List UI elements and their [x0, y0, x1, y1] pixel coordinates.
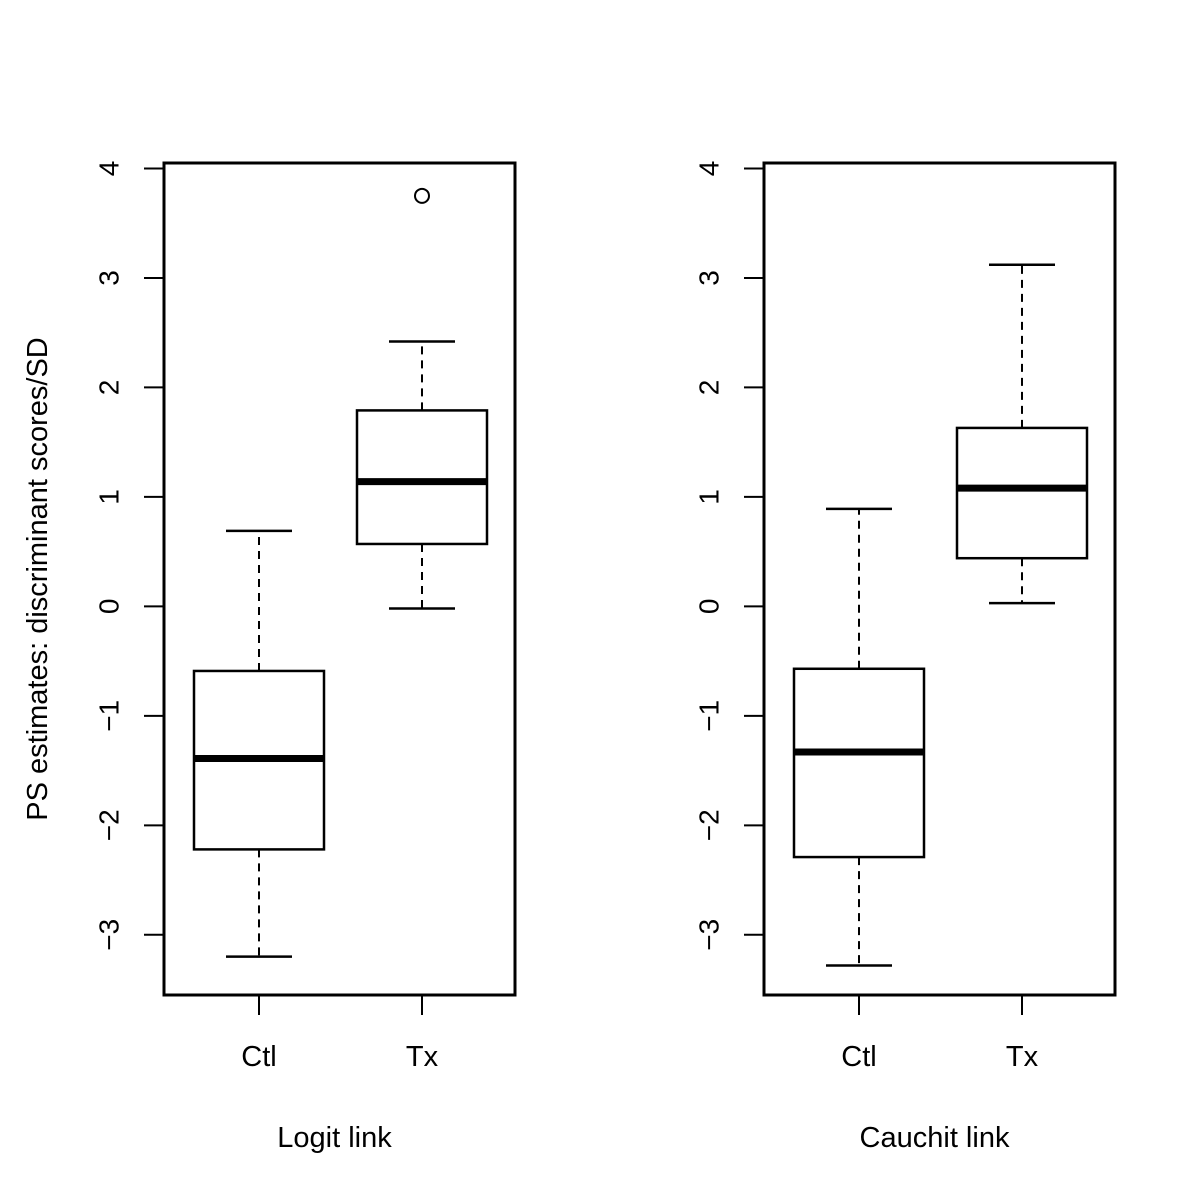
y-axis-title: PS estimates: discriminant scores/SD	[22, 337, 54, 820]
plot-frame	[162, 161, 517, 997]
y-tick-label: 0	[94, 599, 125, 615]
plot-frame	[762, 161, 1117, 997]
y-tick-label: 3	[94, 270, 125, 286]
outlier-point	[414, 187, 430, 204]
y-tick-label: −2	[94, 809, 125, 841]
box-tx	[955, 263, 1089, 605]
y-tick-label: −2	[694, 809, 725, 841]
y-tick-label: 4	[694, 161, 725, 177]
y-tick-label: 2	[694, 380, 725, 396]
box-tx	[355, 187, 489, 610]
iqr-box	[792, 667, 926, 859]
iqr-box	[355, 409, 489, 546]
y-tick-label: 3	[694, 270, 725, 286]
x-axis-title: Cauchit link	[860, 1122, 1010, 1154]
y-tick-label: 4	[94, 161, 125, 177]
box-ctl	[192, 529, 326, 958]
x-tick-label: Ctl	[241, 1041, 276, 1073]
x-tick-label: Tx	[1006, 1041, 1039, 1073]
y-tick-label: 1	[694, 489, 725, 505]
y-tick-label: −1	[694, 700, 725, 732]
y-tick-label: 1	[94, 489, 125, 505]
y-tick-label: 0	[694, 599, 725, 615]
iqr-box	[955, 426, 1089, 560]
y-tick-label: −3	[694, 919, 725, 951]
box-ctl	[792, 507, 926, 967]
x-axis-title: Logit link	[277, 1122, 392, 1154]
y-tick-label: 2	[94, 380, 125, 396]
y-tick-label: −3	[94, 919, 125, 951]
x-tick-label: Tx	[406, 1041, 439, 1073]
panel-logit: −3 −2 −1 0 1 2 3 4 Ctl Tx Logit link PS estimates: …	[22, 161, 517, 1154]
x-tick-label: Ctl	[841, 1041, 876, 1073]
panel-cauchit: −3 −2 −1 0 1 2 3 4 Ctl Tx Cauchit link	[694, 161, 1117, 1154]
y-tick-label: −1	[94, 700, 125, 732]
